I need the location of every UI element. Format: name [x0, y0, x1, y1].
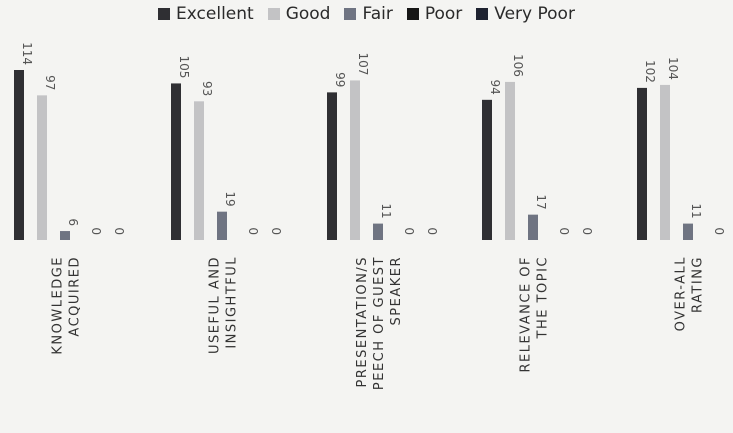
data-label: 93: [200, 81, 214, 96]
data-label: 6: [66, 218, 80, 226]
data-label: 104: [666, 57, 680, 80]
category-label: RATING: [691, 256, 706, 313]
legend-label: Fair: [362, 4, 393, 24]
legend-label: Very Poor: [494, 4, 575, 24]
data-label: 0: [712, 227, 726, 235]
bar: [60, 231, 70, 240]
data-label: 97: [43, 75, 57, 90]
bar: [482, 99, 492, 241]
data-label: 106: [511, 54, 525, 77]
data-label: 17: [534, 194, 548, 209]
legend-item: Poor: [406, 4, 463, 24]
legend-swatch: [267, 8, 280, 20]
legend-swatch: [406, 8, 419, 20]
bar: [37, 95, 47, 240]
bar: [373, 223, 383, 240]
legend-label: Excellent: [176, 4, 254, 24]
data-label: 0: [269, 227, 283, 235]
data-label: 0: [89, 227, 103, 235]
category-label: SPEAKER: [389, 256, 404, 325]
legend-label: Poor: [424, 4, 463, 24]
category-label: INSIGHTFUL: [225, 256, 240, 349]
category-label: KNOWLEDGE: [51, 256, 66, 355]
legend-item: Good: [267, 4, 331, 24]
bar: [14, 70, 24, 240]
legend: Excellent Good Fair Poor Very Poor: [0, 4, 733, 24]
bar: [217, 211, 227, 240]
data-label: 99: [333, 72, 347, 87]
data-label: 0: [246, 227, 260, 235]
category-label: PEECH OF GUEST: [372, 256, 387, 390]
legend-item: Very Poor: [476, 4, 575, 24]
category-label: PRESENTATION/S: [355, 256, 370, 387]
category-label: RELEVANCE OF: [519, 256, 534, 373]
category-label: ACQUIRED: [68, 256, 83, 337]
bar: [528, 214, 538, 240]
data-label: 114: [20, 42, 34, 65]
category-label: OVER-ALL: [674, 256, 689, 331]
data-label: 11: [379, 203, 393, 218]
data-label: 102: [643, 60, 657, 83]
data-label: 94: [488, 80, 502, 95]
data-label: 0: [425, 227, 439, 235]
data-label: 105: [177, 56, 191, 79]
legend-item: Fair: [344, 4, 393, 24]
legend-swatch: [476, 8, 489, 20]
bar: [505, 81, 515, 240]
bar: [637, 87, 647, 240]
data-label: 0: [402, 227, 416, 235]
bar: [194, 101, 204, 240]
data-label: 0: [112, 227, 126, 235]
data-label: 0: [557, 227, 571, 235]
data-label: 107: [356, 53, 370, 76]
bar: [683, 223, 693, 240]
data-label: 19: [223, 191, 237, 206]
bar: [327, 92, 337, 240]
bar: [660, 84, 670, 240]
bar: [171, 83, 181, 240]
category-label: THE TOPIC: [536, 256, 551, 340]
category-label: USEFUL AND: [208, 256, 223, 354]
legend-swatch: [344, 8, 357, 20]
legend-label: Good: [285, 4, 331, 24]
bar: [350, 80, 360, 240]
legend-swatch: [158, 8, 171, 20]
data-label: 0: [580, 227, 594, 235]
legend-item: Excellent: [158, 4, 254, 24]
data-label: 11: [689, 203, 703, 218]
